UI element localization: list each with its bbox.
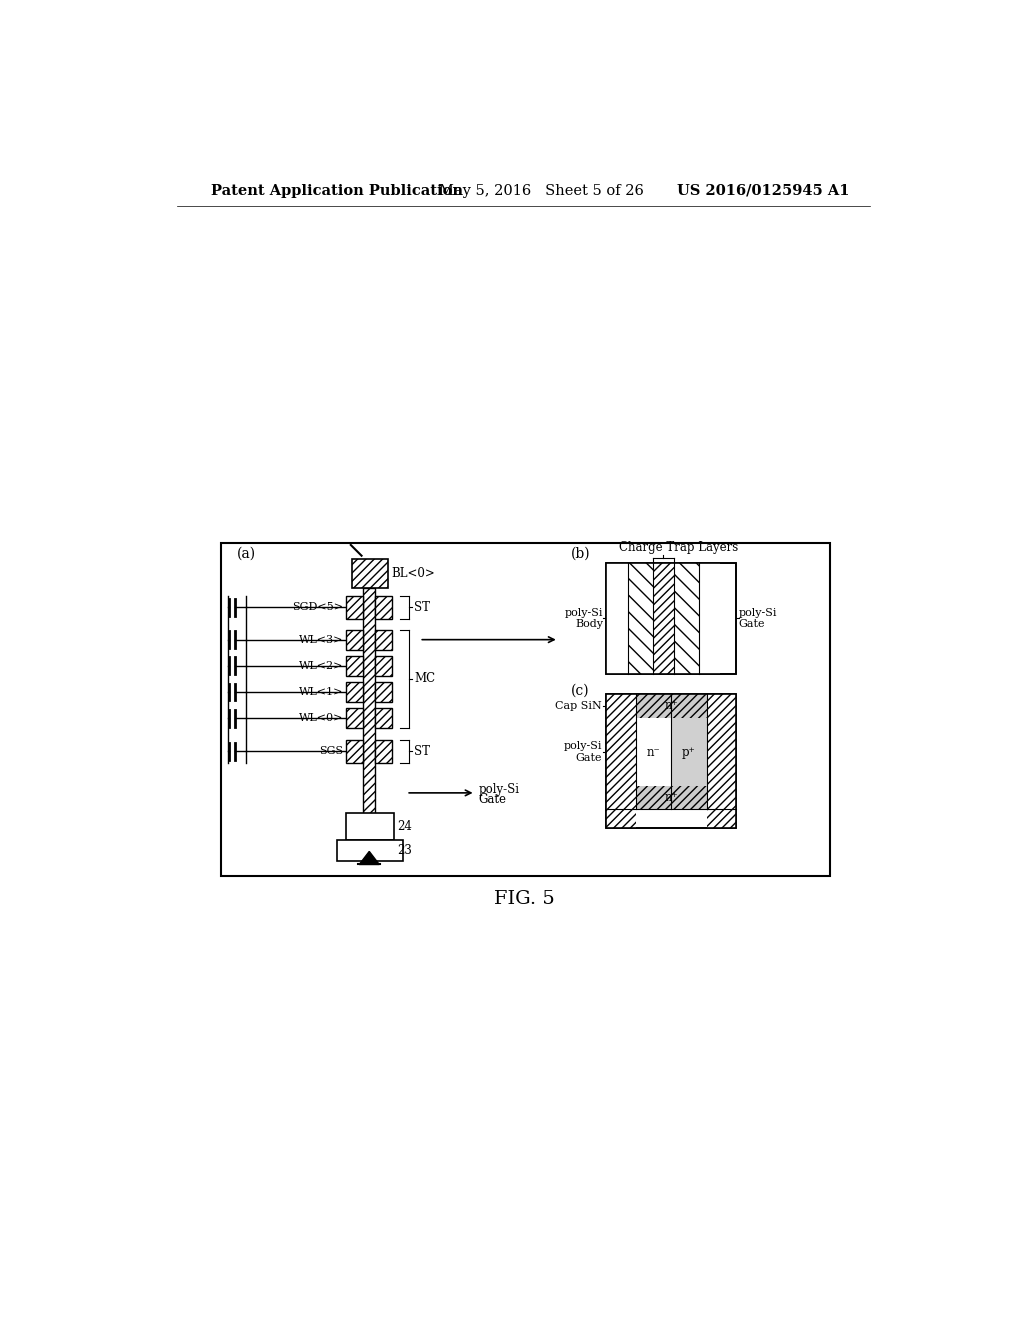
Bar bbox=[346, 656, 364, 676]
Text: Patent Application Publication: Patent Application Publication bbox=[211, 183, 464, 198]
Bar bbox=[698, 562, 720, 675]
Bar bbox=[671, 718, 707, 785]
Bar bbox=[346, 630, 364, 649]
Bar bbox=[606, 693, 736, 829]
Text: poly-Si
Gate: poly-Si Gate bbox=[739, 607, 777, 630]
Bar bbox=[376, 656, 392, 676]
Text: (c): (c) bbox=[571, 684, 590, 698]
Text: Gate: Gate bbox=[478, 792, 507, 805]
Text: (a): (a) bbox=[237, 546, 256, 560]
Text: poly-Si
Body: poly-Si Body bbox=[565, 607, 603, 630]
Text: MC: MC bbox=[414, 672, 435, 685]
Text: poly-Si
Gate: poly-Si Gate bbox=[563, 742, 602, 763]
Bar bbox=[606, 693, 636, 829]
Text: n⁺: n⁺ bbox=[665, 700, 678, 713]
Text: n⁺: n⁺ bbox=[665, 791, 678, 804]
Text: ST: ST bbox=[414, 744, 430, 758]
Text: WL<3>: WL<3> bbox=[299, 635, 343, 644]
Bar bbox=[221, 544, 829, 876]
Text: Cap SiN: Cap SiN bbox=[555, 701, 602, 711]
Bar bbox=[337, 840, 403, 862]
Bar bbox=[364, 589, 376, 840]
Bar bbox=[346, 595, 364, 619]
Bar bbox=[636, 693, 707, 718]
Text: Charge Trap Layers: Charge Trap Layers bbox=[620, 541, 738, 554]
Bar bbox=[707, 693, 736, 829]
Text: WL<1>: WL<1> bbox=[299, 686, 343, 697]
Text: WL<0>: WL<0> bbox=[299, 713, 343, 723]
Bar bbox=[628, 562, 652, 675]
Polygon shape bbox=[359, 851, 379, 865]
Bar bbox=[606, 562, 736, 675]
Text: 24: 24 bbox=[397, 820, 412, 833]
Bar bbox=[636, 785, 707, 809]
Bar bbox=[606, 562, 628, 675]
Bar bbox=[652, 562, 674, 675]
Bar bbox=[376, 630, 392, 649]
Text: BL<0>: BL<0> bbox=[391, 566, 435, 579]
Text: US 2016/0125945 A1: US 2016/0125945 A1 bbox=[677, 183, 850, 198]
Bar bbox=[636, 718, 671, 785]
Text: SGS: SGS bbox=[318, 746, 343, 756]
Bar bbox=[352, 558, 388, 589]
Text: 23: 23 bbox=[397, 843, 412, 857]
Text: p⁺: p⁺ bbox=[682, 746, 695, 759]
Text: ST: ST bbox=[414, 601, 430, 614]
Text: SGD<5>: SGD<5> bbox=[292, 602, 343, 612]
Bar bbox=[346, 708, 364, 729]
Bar bbox=[376, 682, 392, 702]
Text: FIG. 5: FIG. 5 bbox=[495, 890, 555, 908]
Bar bbox=[376, 595, 392, 619]
Bar bbox=[376, 739, 392, 763]
Bar bbox=[606, 693, 736, 829]
Text: (b): (b) bbox=[571, 546, 591, 560]
Text: WL<2>: WL<2> bbox=[299, 661, 343, 671]
Bar bbox=[346, 682, 364, 702]
Bar bbox=[606, 562, 736, 675]
Bar bbox=[346, 813, 394, 840]
Text: n⁻: n⁻ bbox=[646, 746, 660, 759]
Text: May 5, 2016   Sheet 5 of 26: May 5, 2016 Sheet 5 of 26 bbox=[438, 183, 643, 198]
Bar bbox=[376, 708, 392, 729]
Bar bbox=[674, 562, 698, 675]
Text: poly-Si: poly-Si bbox=[478, 783, 519, 796]
Bar bbox=[346, 739, 364, 763]
